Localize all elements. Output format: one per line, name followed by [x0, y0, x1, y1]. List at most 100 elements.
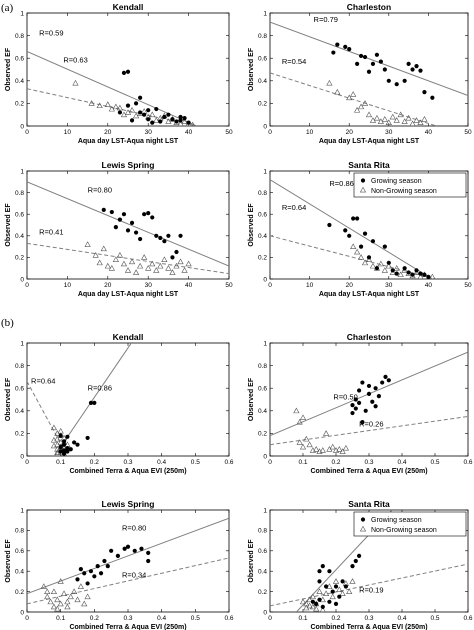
y-tick-label: 0.8: [15, 190, 24, 197]
nongrowing-point: [306, 596, 313, 603]
nongrowing-point: [329, 593, 336, 600]
nongrowing-point: [124, 267, 132, 273]
x-tick-label: 0.2: [90, 615, 99, 622]
nongrowing-r-label: R=0.54: [282, 57, 306, 66]
growing-point: [317, 579, 322, 584]
nongrowing-point: [44, 593, 51, 600]
growing-point: [125, 544, 131, 549]
legend-nongrowing-label: Non-Growing season: [371, 527, 437, 534]
growing-point: [139, 546, 144, 551]
growing-point: [142, 212, 147, 217]
nongrowing-point: [316, 588, 323, 594]
x-tick-label: 20: [104, 282, 112, 289]
chart-4: 0 10 20 30 40 50 0 0.2 0.4 0.6 0.8 1 Santa Rita Aqua …: [248, 160, 472, 298]
y-tick-label: 0.4: [15, 408, 24, 415]
nongrowing-point: [120, 260, 128, 267]
chart-6: 0 0.1 0.2 0.3 0.4 0.5 0.6 0 0.2 0.4 0.6 0.8 1 Charles…: [248, 332, 473, 475]
nongrowing-point: [361, 100, 369, 106]
y-tick-label: 1: [20, 340, 24, 347]
nongrowing-point: [369, 262, 377, 269]
nongrowing-point: [92, 252, 99, 258]
growing-point: [58, 444, 63, 450]
growing-point: [170, 117, 175, 122]
growing-point: [382, 67, 387, 72]
y-axis-label: Observed EF: [5, 539, 12, 583]
growing-point: [65, 449, 70, 454]
x-tick-label: 0.1: [298, 615, 307, 622]
growing-point: [121, 212, 127, 217]
x-tick-label: 10: [306, 282, 314, 289]
nongrowing-fit-line: [27, 557, 229, 605]
growing-point: [317, 569, 322, 574]
growing-point: [347, 233, 352, 238]
nongrowing-point: [306, 602, 313, 609]
y-tick-label: 0.2: [15, 431, 24, 438]
chart-8: 0 0.1 0.2 0.3 0.4 0.5 0.6 0 0.2 0.4 0.6 0.8 1 Santa R…: [248, 499, 473, 630]
growing-r-label: R=0.86: [88, 383, 112, 392]
y-tick-label: 1: [20, 507, 24, 514]
y-tick-label: 1: [20, 10, 24, 17]
growing-fit-line: [270, 21, 468, 96]
growing-point: [340, 579, 345, 584]
y-tick-label: 0.4: [258, 408, 267, 415]
y-tick-label: 0: [20, 276, 24, 283]
x-tick-label: 50: [225, 129, 233, 136]
y-axis-label: Observed EF: [5, 47, 12, 91]
growing-point: [406, 61, 411, 66]
growing-point: [142, 112, 147, 117]
growing-point: [102, 558, 107, 564]
y-tick-label: 0: [20, 453, 24, 460]
growing-point: [402, 78, 407, 83]
nongrowing-r-label: R=0.64: [282, 203, 306, 212]
growing-point: [125, 69, 131, 74]
nongrowing-point: [349, 578, 356, 584]
x-tick-label: 30: [145, 282, 153, 289]
y-tick-label: 0.8: [258, 528, 267, 535]
nongrowing-point: [296, 439, 303, 445]
nongrowing-point: [393, 264, 400, 271]
nongrowing-fit-line: [270, 72, 437, 126]
nongrowing-point: [319, 606, 326, 612]
x-tick-label: 50: [464, 282, 472, 289]
chart-2: 0 10 20 30 40 50 0 0.2 0.4 0.6 0.8 1 Charleston Aqua …: [248, 2, 472, 145]
growing-point: [109, 209, 114, 215]
x-tick-label: 0.5: [430, 459, 439, 466]
x-tick-label: 0.3: [123, 459, 132, 466]
growing-point: [117, 217, 123, 222]
nongrowing-point: [299, 443, 307, 450]
panel-label-a: (a): [1, 2, 14, 14]
nongrowing-r-label: R=0.34: [122, 570, 146, 579]
growing-point: [366, 255, 372, 260]
growing-point: [121, 70, 127, 75]
y-tick-label: 0.2: [15, 589, 24, 596]
x-axis-label: Aqua day LST-Aqua night LST: [319, 138, 420, 145]
growing-point: [75, 442, 80, 447]
nongrowing-point: [296, 418, 303, 425]
nongrowing-point: [96, 102, 103, 109]
growing-point: [317, 597, 322, 602]
growing-point: [72, 440, 77, 445]
x-tick-label: 0.4: [397, 459, 406, 466]
y-tick-label: 0.4: [15, 569, 24, 576]
nongrowing-point: [401, 118, 408, 124]
growing-fit-line: [27, 181, 229, 267]
nongrowing-point: [137, 262, 144, 269]
nongrowing-point: [173, 262, 180, 269]
y-tick-label: 1: [263, 168, 267, 175]
legend: Growing season Non-Growing season: [353, 511, 467, 537]
growing-point: [129, 118, 135, 123]
growing-point: [146, 558, 151, 564]
x-tick-label: 0.1: [56, 615, 65, 622]
nongrowing-r-label: R=0.59: [39, 29, 63, 38]
plot-frame: [26, 342, 230, 457]
growing-point: [366, 383, 372, 389]
x-tick-label: 0.2: [331, 615, 340, 622]
x-tick-label: 0.2: [331, 459, 340, 466]
nongrowing-point: [332, 447, 340, 453]
nongrowing-fit-line: [27, 88, 197, 126]
growing-point: [320, 604, 325, 610]
nongrowing-point: [354, 248, 361, 255]
growing-point: [337, 594, 342, 599]
y-tick-label: 0.8: [258, 190, 267, 197]
